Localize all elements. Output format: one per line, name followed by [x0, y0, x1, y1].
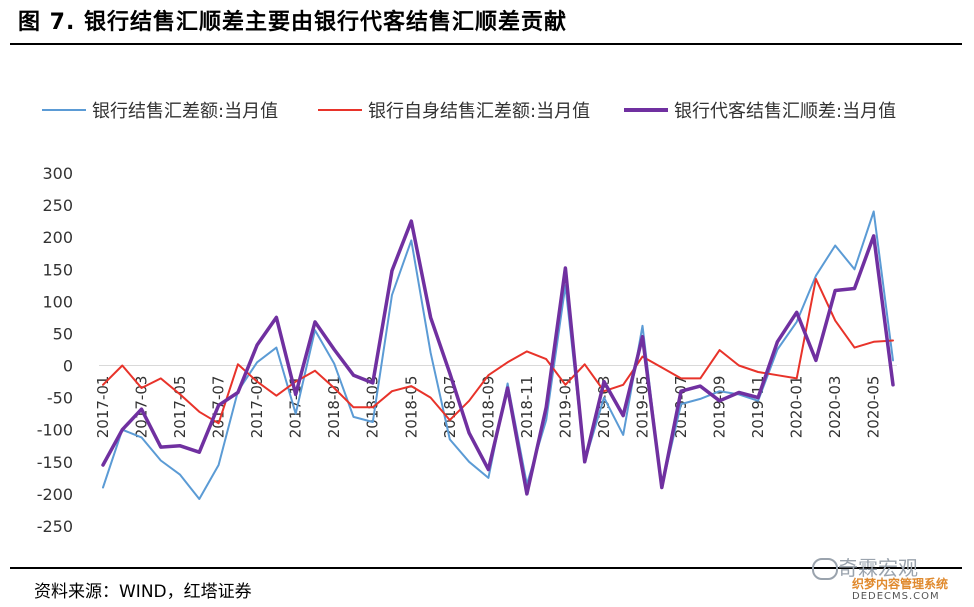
y-tick-label: 50 [53, 324, 73, 343]
y-tick-label: -150 [37, 453, 73, 472]
legend-swatch-series-3 [624, 108, 668, 112]
legend-label-series-1: 银行结售汇差额:当月值 [92, 101, 279, 122]
x-tick-label: 2020-01 [788, 376, 806, 439]
watermark-text: 奇霖宏观 [838, 556, 918, 580]
chart-legend: 银行结售汇差额:当月值 银行自身结售汇差额:当月值 银行代客结售汇顺差:当月值 [0, 96, 974, 124]
y-tick-label: 250 [42, 196, 73, 215]
y-tick-label: -50 [47, 389, 73, 408]
legend-item-series-2: 银行自身结售汇差额:当月值 [318, 96, 590, 124]
legend-swatch-series-2 [318, 109, 362, 111]
legend-label-series-3: 银行代客结售汇顺差:当月值 [674, 101, 897, 122]
x-tick-label: 2020-05 [865, 376, 883, 439]
legend-item-series-1: 银行结售汇差额:当月值 [42, 96, 278, 124]
legend-label-series-2: 银行自身结售汇差额:当月值 [368, 101, 591, 122]
watermark-site-en: DEDECMS.COM [852, 591, 940, 602]
x-tick-label: 2017-03 [133, 376, 151, 439]
x-tick-label: 2017-05 [171, 376, 189, 439]
x-tick-label: 2019-01 [556, 376, 574, 439]
x-tick-label: 2018-09 [479, 376, 497, 439]
watermark-site-cn: 织梦内容管理系统 [852, 577, 949, 591]
x-tick-label: 2020-03 [826, 376, 844, 439]
x-tick-label: 2018-01 [325, 376, 343, 439]
x-tick-label: 2019-09 [711, 376, 729, 439]
x-tick-label: 2018-11 [518, 376, 536, 439]
y-tick-label: -100 [37, 421, 73, 440]
y-tick-label: 0 [63, 357, 73, 376]
title-rule [10, 43, 962, 45]
chart-title: 图 7. 银行结售汇顺差主要由银行代客结售汇顺差贡献 [18, 10, 567, 35]
wechat-icon [812, 558, 838, 580]
series-line-2 [102, 277, 894, 425]
x-tick-label: 2019-05 [634, 376, 652, 439]
x-tick-label: 2017-01 [94, 376, 112, 439]
y-tick-label: 300 [42, 164, 73, 183]
x-tick-label: 2017-09 [248, 376, 266, 439]
source-note: 资料来源：WIND，红塔证券 [34, 582, 252, 602]
legend-item-series-3: 银行代客结售汇顺差:当月值 [624, 96, 896, 124]
footer-rule [10, 567, 962, 569]
x-tick-label: 2018-05 [402, 376, 420, 439]
legend-swatch-series-1 [42, 109, 86, 111]
y-tick-label: -200 [37, 485, 73, 504]
y-tick-label: -250 [37, 517, 73, 536]
y-tick-label: 100 [42, 292, 73, 311]
y-tick-label: 200 [42, 228, 73, 247]
series-line-3 [101, 219, 895, 496]
y-tick-label: 150 [42, 260, 73, 279]
